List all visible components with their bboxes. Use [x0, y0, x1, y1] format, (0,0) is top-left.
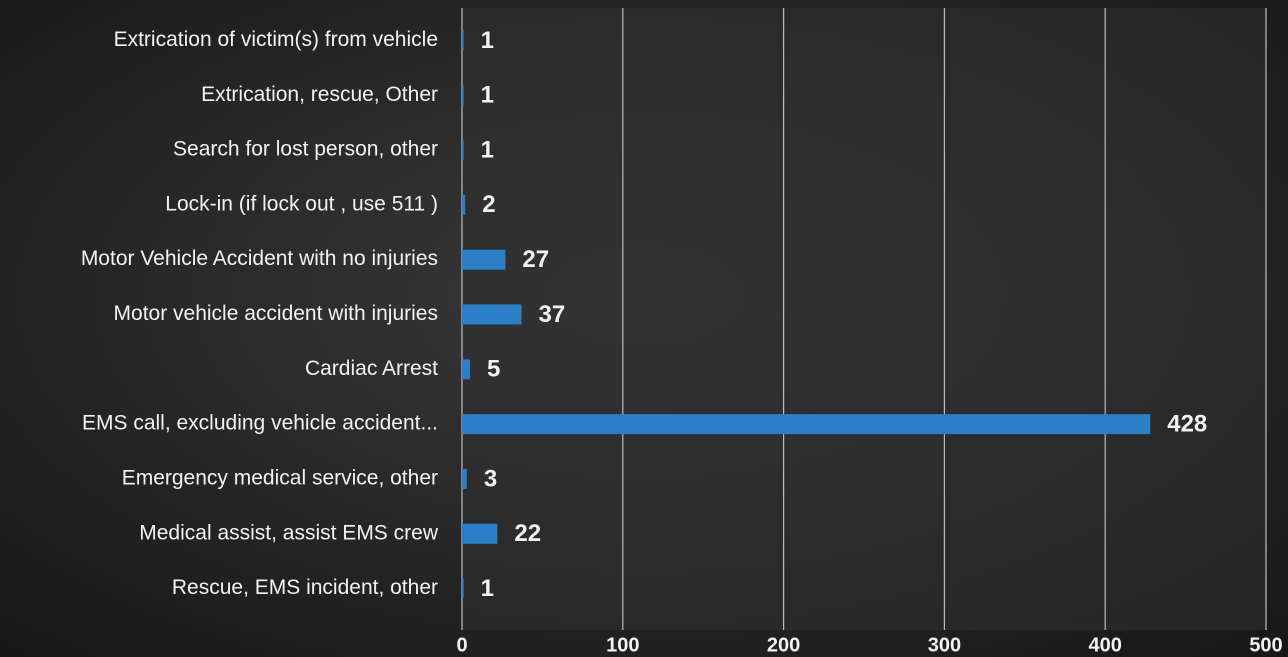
bar	[462, 85, 464, 106]
data-label: 27	[522, 246, 549, 273]
data-label: 22	[514, 520, 541, 547]
bar	[462, 468, 467, 489]
bar	[462, 414, 1151, 435]
y-tick-label: Motor vehicle accident with injuries	[114, 302, 438, 325]
bar	[462, 578, 464, 599]
y-tick-label: Rescue, EMS incident, other	[172, 576, 438, 599]
y-tick-label: Extrication, rescue, Other	[201, 83, 438, 106]
data-label: 1	[481, 82, 494, 109]
data-label: 37	[538, 301, 565, 328]
data-label: 2	[482, 191, 495, 218]
y-tick-label: EMS call, excluding vehicle accident...	[82, 412, 438, 435]
bar	[462, 249, 506, 270]
plot-area	[462, 8, 1266, 630]
y-tick-label: Cardiac Arrest	[305, 357, 438, 380]
data-label: 1	[481, 27, 494, 54]
x-tick-label: 300	[928, 634, 961, 656]
bar	[462, 140, 464, 161]
bar	[462, 523, 498, 544]
x-tick-label: 400	[1089, 634, 1122, 656]
bar	[462, 194, 466, 215]
data-label: 1	[481, 575, 494, 602]
y-tick-label: Extrication of victim(s) from vehicle	[114, 28, 438, 51]
bar	[462, 304, 522, 325]
x-tick-label: 200	[767, 634, 800, 656]
x-tick-label: 0	[456, 634, 467, 656]
data-label: 1	[481, 136, 494, 163]
x-tick-label: 500	[1249, 634, 1282, 656]
y-tick-label: Lock-in (if lock out , use 511 )	[165, 192, 438, 215]
data-label: 5	[487, 356, 500, 383]
bar	[462, 30, 464, 51]
y-tick-label: Medical assist, assist EMS crew	[139, 521, 439, 544]
x-tick-label: 100	[606, 634, 639, 656]
data-label: 3	[484, 465, 497, 492]
y-tick-label: Motor Vehicle Accident with no injuries	[81, 247, 438, 270]
y-tick-label: Search for lost person, other	[173, 138, 438, 161]
y-tick-label: Emergency medical service, other	[122, 467, 438, 490]
bar	[462, 359, 471, 380]
data-label: 428	[1167, 410, 1207, 437]
